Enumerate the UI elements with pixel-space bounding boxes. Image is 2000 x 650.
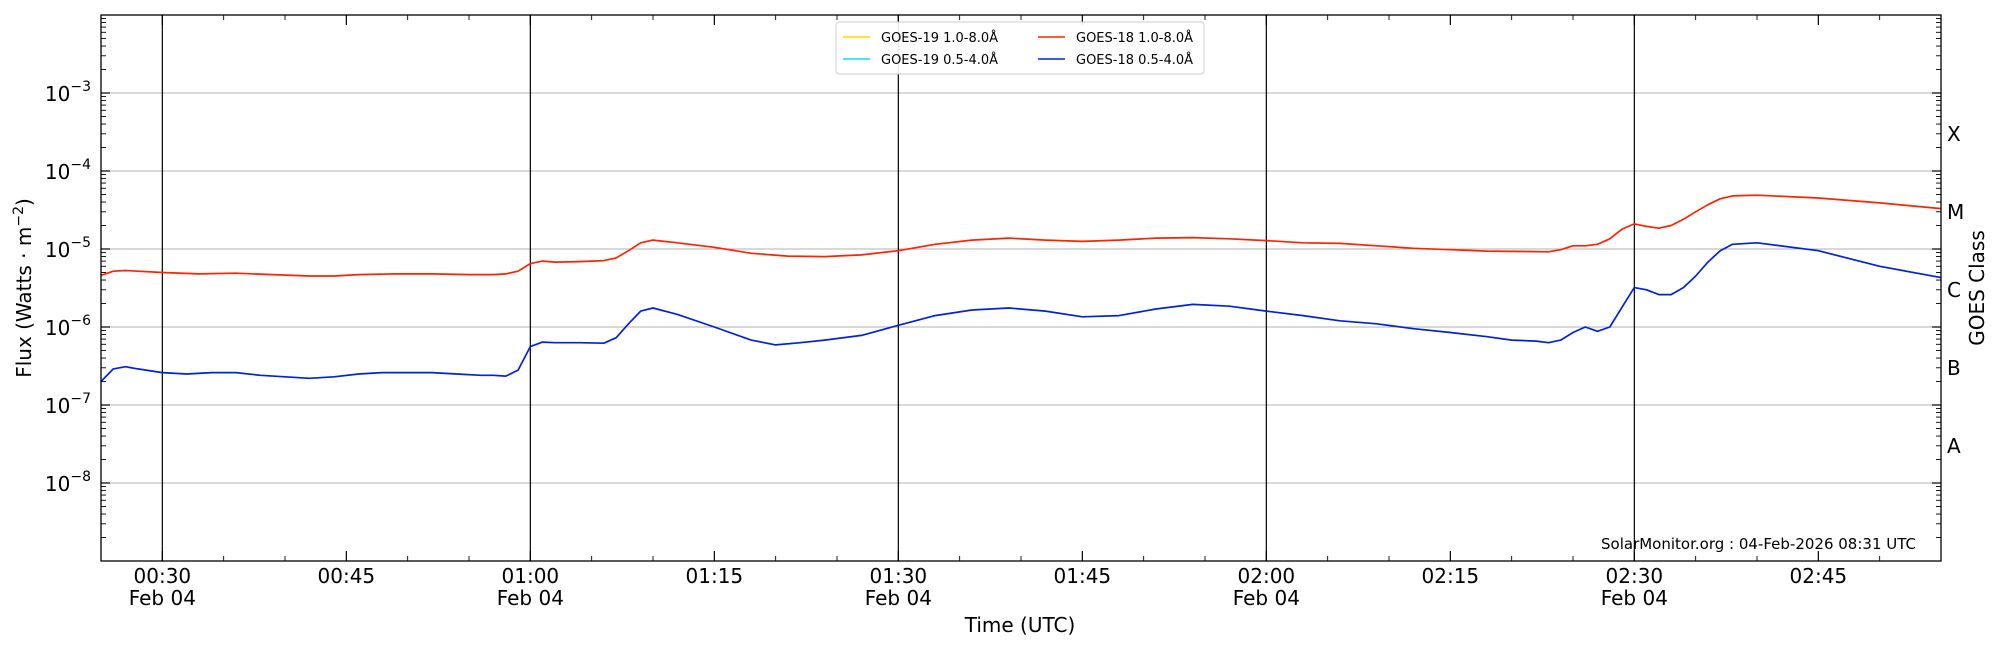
y-tick-label-3: 10−5 [45,235,91,262]
x-tick-label-6: 02:00 [1238,564,1296,588]
y-axis-ticks: 10−810−710−610−510−410−3 [45,18,1941,538]
x-tick-date-4: Feb 04 [865,586,932,610]
y-tick-label-1: 10−7 [45,391,91,418]
x-tick-date-6: Feb 04 [1233,586,1300,610]
y-tick-label-5: 10−3 [45,79,91,106]
y-tick-exp: −5 [70,235,91,251]
y-tick-exp: −6 [70,313,91,329]
legend-label-0: GOES-19 1.0-8.0Å [881,30,998,46]
y-axis-title-main: Flux (Watts · m [12,227,36,378]
y-tick-label-2: 10−6 [45,313,91,340]
goes-class-b: B [1947,356,1961,380]
y-tick-exp: −8 [70,469,91,485]
x-tick-label-7: 02:15 [1422,564,1480,588]
x-tick-date-0: Feb 04 [129,586,196,610]
series-line-1 [100,241,1942,383]
source-annotation: SolarMonitor.org : 04-Feb-2026 08:31 UTC [1601,535,1916,553]
legend-label-2: GOES-18 1.0-8.0Å [1076,30,1193,46]
y-tick-base: 10 [45,472,70,496]
goes-class-c: C [1947,278,1961,302]
goes-class-m: M [1947,200,1964,224]
y-axis-title: Flux (Watts · m−2) [11,198,36,378]
x-tick-label-5: 01:45 [1054,564,1112,588]
x-tick-label-4: 01:30 [870,564,928,588]
y-tick-exp: −4 [70,157,91,173]
y-tick-label-0: 10−8 [45,469,91,496]
y-tick-label-4: 10−4 [45,157,91,184]
legend-label-3: GOES-18 0.5-4.0Å [1076,52,1193,68]
y-tick-base: 10 [45,394,70,418]
y-tick-exp: −7 [70,391,91,407]
y-tick-base: 10 [45,238,70,262]
x-tick-date-2: Feb 04 [497,586,564,610]
x-tick-date-8: Feb 04 [1601,586,1668,610]
y-axis-title-close: ) [12,198,36,206]
y-tick-base: 10 [45,160,70,184]
x-tick-label-2: 01:00 [502,564,560,588]
x-tick-label-3: 01:15 [686,564,744,588]
goes-class-labels: A B C M X [1947,122,1964,458]
y-axis-title-exp: −2 [11,206,27,227]
legend: GOES-19 1.0-8.0Å GOES-19 0.5-4.0Å GOES-18 … [835,21,1205,75]
x-tick-label-9: 02:45 [1790,564,1848,588]
y-tick-base: 10 [45,316,70,340]
x-tick-label-0: 00:30 [134,564,192,588]
y-tick-base: 10 [45,82,70,106]
x-axis-title: Time (UTC) [964,613,1076,637]
goes-class-x: X [1947,122,1961,146]
goes-class-a: A [1947,434,1961,458]
legend-label-1: GOES-19 0.5-4.0Å [881,52,998,68]
series-line-0 [100,194,1942,277]
x-tick-label-8: 02:30 [1606,564,1664,588]
y-axis-right-title: GOES Class [1965,230,1989,346]
series-lines [100,194,1942,383]
x-tick-label-1: 00:45 [318,564,376,588]
y-tick-exp: −3 [70,79,91,95]
legend-box [835,21,1205,75]
